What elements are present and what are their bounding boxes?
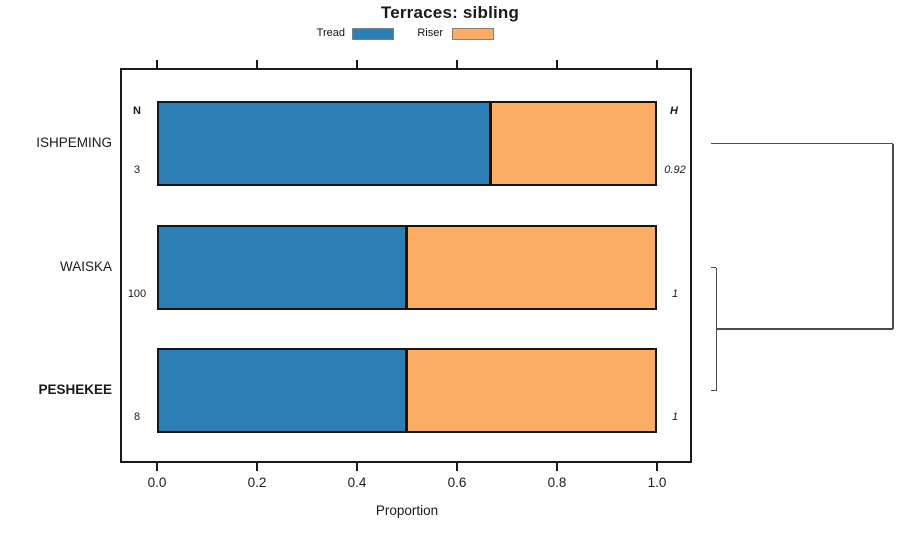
bar-segment-tread-ishpeming [157,101,491,186]
n-value-waiska: 100 [127,288,147,300]
h-value-peshekee: 1 [671,411,679,423]
legend-swatch-riser [452,28,494,40]
dendrogram-join [892,143,894,329]
x-tick-label: 1.0 [647,475,667,490]
x-tick-top [356,60,358,68]
bar-segment-tread-peshekee [157,348,407,433]
x-tick-bottom [456,463,458,471]
x-tick-label: 0.4 [347,475,367,490]
h-value-ishpeming: 0.92 [664,164,686,176]
x-tick-bottom [256,463,258,471]
col-header-n: N [133,105,141,117]
x-tick-bottom [356,463,358,471]
x-tick-bottom [656,463,658,471]
bar-segment-riser-peshekee [406,348,657,433]
x-tick-top [556,60,558,68]
dendrogram-branch [716,328,893,330]
x-tick-top [456,60,458,68]
legend-swatch-tread [352,28,394,40]
x-tick-label: 0.2 [247,475,267,490]
n-value-ishpeming: 3 [133,164,141,176]
x-tick-bottom [556,463,558,471]
dendrogram-branch [711,142,893,145]
legend-label-tread: Tread [316,27,345,39]
x-tick-top [256,60,258,68]
x-tick-label: 0.6 [447,475,467,490]
row-label-peshekee: PESHEKEE [38,381,112,397]
bar-segment-riser-waiska [406,225,657,310]
x-tick-top [656,60,658,68]
col-header-h: H [670,105,678,117]
bar-segment-tread-waiska [157,225,407,310]
n-value-peshekee: 8 [133,411,141,423]
h-value-waiska: 1 [671,288,679,300]
x-tick-label: 0.0 [147,475,167,490]
bar-segment-riser-ishpeming [490,101,657,186]
x-tick-bottom [156,463,158,471]
x-tick-top [156,60,158,68]
row-label-ishpeming: ISHPEMING [36,134,112,150]
legend-label-riser: Riser [417,27,443,39]
chart-title: Terraces: sibling [380,3,520,22]
x-tick-label: 0.8 [547,475,567,490]
dendrogram-branch [711,266,717,269]
x-axis-label: Proportion [375,503,439,518]
row-label-waiska: WAISKA [59,258,112,274]
dendrogram-branch [711,389,717,392]
